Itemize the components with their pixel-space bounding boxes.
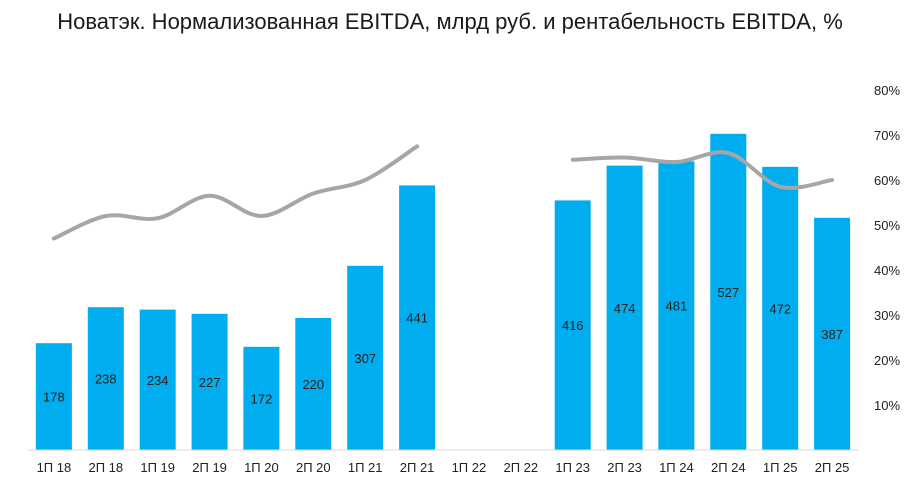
x-tick-label: 2П 18 — [88, 460, 123, 475]
x-tick-label: 2П 22 — [503, 460, 538, 475]
bar-value-label: 387 — [821, 327, 843, 342]
bar-2П-19 — [191, 313, 228, 450]
bar-value-label: 238 — [95, 372, 117, 387]
bar-2П-25 — [814, 217, 851, 450]
bar-value-label: 227 — [199, 375, 221, 390]
bar-labels-group: 178 238 234 227 172 220 307 441 416 474 481 527 472 3… — [43, 285, 843, 407]
x-tick-label: 2П 20 — [296, 460, 331, 475]
y2-tick-label: 30% — [874, 308, 900, 323]
bar-1П-25 — [762, 166, 799, 451]
bar-1П-23 — [554, 200, 591, 450]
bar-value-label: 472 — [769, 301, 791, 316]
x-tick-label: 1П 19 — [140, 460, 175, 475]
x-ticks-group: 1П 18 2П 18 1П 19 2П 19 1П 20 2П 20 1П 21 2П 21… — [37, 460, 850, 475]
bar-value-label: 527 — [717, 285, 739, 300]
y2-tick-label: 40% — [874, 263, 900, 278]
x-tick-label: 1П 24 — [659, 460, 694, 475]
bar-value-label: 178 — [43, 390, 65, 405]
y2-tick-label: 10% — [874, 398, 900, 413]
x-tick-label: 2П 24 — [711, 460, 746, 475]
x-tick-label: 1П 22 — [452, 460, 487, 475]
y2-tick-label: 20% — [874, 353, 900, 368]
x-tick-label: 1П 18 — [37, 460, 72, 475]
bar-value-label: 416 — [562, 318, 584, 333]
y2-tick-label: 80% — [874, 83, 900, 98]
x-tick-label: 1П 20 — [244, 460, 279, 475]
bar-value-label: 234 — [147, 373, 169, 388]
bar-value-label: 481 — [666, 299, 688, 314]
bar-value-label: 220 — [302, 377, 324, 392]
bar-2П-23 — [606, 165, 643, 450]
bar-2П-21 — [399, 185, 436, 450]
bar-1П-21 — [347, 265, 384, 450]
y2-ticks-group: 10% 20% 30% 40% 50% 60% 70% 80% — [874, 83, 900, 413]
x-tick-label: 2П 19 — [192, 460, 227, 475]
margin-line-segment-2 — [570, 150, 835, 190]
bars-group — [35, 133, 851, 451]
x-tick-label: 2П 25 — [815, 460, 850, 475]
x-tick-label: 2П 21 — [400, 460, 435, 475]
y2-tick-label: 50% — [874, 218, 900, 233]
x-tick-label: 1П 23 — [555, 460, 590, 475]
bar-1П-20 — [243, 346, 280, 450]
bar-2П-20 — [295, 318, 332, 450]
y2-tick-label: 60% — [874, 173, 900, 188]
margin-line-group — [51, 144, 835, 241]
bar-1П-24 — [658, 161, 695, 450]
margin-line-segment-1 — [51, 144, 420, 241]
x-tick-label: 1П 21 — [348, 460, 383, 475]
bar-value-label: 172 — [251, 391, 273, 406]
x-tick-label: 2П 23 — [607, 460, 642, 475]
bar-value-label: 441 — [406, 311, 428, 326]
bar-2П-18 — [87, 307, 124, 450]
chart-title: Новатэк. Нормализованная EBITDA, млрд ру… — [57, 9, 843, 34]
bar-value-label: 474 — [614, 301, 636, 316]
x-tick-label: 1П 25 — [763, 460, 798, 475]
bar-1П-18 — [35, 343, 72, 450]
bar-1П-19 — [139, 309, 176, 450]
bar-2П-24 — [710, 133, 747, 451]
bar-value-label: 307 — [354, 351, 376, 366]
y2-tick-label: 70% — [874, 128, 900, 143]
